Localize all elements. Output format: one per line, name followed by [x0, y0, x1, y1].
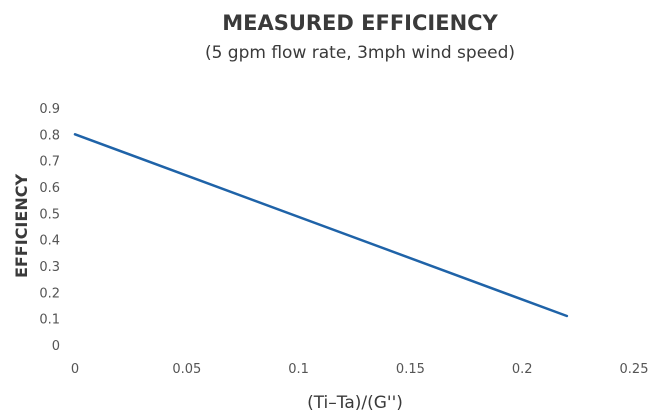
y-tick-label: 0.1 [39, 313, 60, 328]
x-axis-ticks: 0 0.05 0.1 0.15 0.2 0.25 [71, 362, 649, 377]
x-tick-label: 0.05 [172, 362, 201, 377]
y-tick-label: 0.4 [39, 234, 60, 249]
plot-area [73, 133, 569, 318]
y-tick-label: 0.9 [39, 102, 60, 117]
y-axis-label: EFFICIENCY [12, 174, 31, 279]
efficiency-series-line [73, 133, 569, 318]
x-tick-label: 0.2 [512, 362, 533, 377]
x-tick-label: 0.1 [288, 362, 309, 377]
y-tick-label: 0.5 [39, 207, 60, 222]
x-tick-label: 0 [71, 362, 79, 377]
y-tick-label: 0 [52, 339, 60, 354]
y-tick-label: 0.2 [39, 286, 60, 301]
y-tick-label: 0.3 [39, 260, 60, 275]
x-axis-label: (Ti–Ta)/(G'') [307, 393, 403, 413]
x-tick-label: 0.25 [620, 362, 649, 377]
chart-subtitle: (5 gpm flow rate, 3mph wind speed) [205, 43, 515, 63]
y-tick-label: 0.6 [39, 181, 60, 196]
y-tick-label: 0.8 [39, 128, 60, 143]
chart-title: MEASURED EFFICIENCY [222, 11, 498, 35]
x-tick-label: 0.15 [396, 362, 425, 377]
y-tick-label: 0.7 [39, 155, 60, 170]
y-axis-ticks: 0 0.1 0.2 0.3 0.4 0.5 0.6 0.7 0.8 0.9 [39, 102, 60, 354]
